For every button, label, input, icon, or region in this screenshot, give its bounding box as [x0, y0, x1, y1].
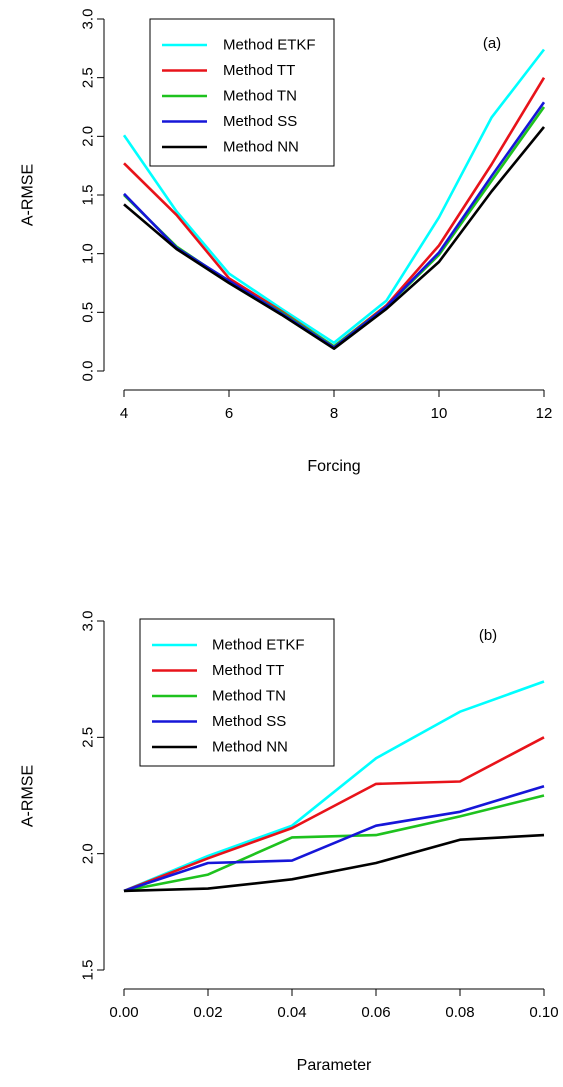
- y-axis-title: A-RMSE: [20, 765, 37, 827]
- series-line-tt: [123, 736, 545, 893]
- x-tick-label: 0.08: [445, 1004, 474, 1021]
- y-tick-label: 0.5: [80, 302, 97, 323]
- chart-panel-b: 0.00 0.02 0.04 0.06 0.08 0.10 1.5 2.0 2.5 3.0 Para…: [20, 611, 559, 1074]
- y-tick-label: 3.0: [80, 611, 97, 632]
- y-axis-title: A-RMSE: [20, 164, 37, 226]
- legend-label: Method TN: [212, 688, 286, 705]
- x-tick-label: 0.02: [193, 1004, 222, 1021]
- x-tick-label: 4: [120, 405, 128, 422]
- legend-label: Method NN: [223, 139, 299, 156]
- series-line-ss: [123, 784, 545, 893]
- y-tick-label: 0.0: [80, 361, 97, 382]
- legend: Method ETKF Method TT Method TN Method SS Me…: [139, 618, 335, 767]
- y-tick-label: 2.0: [80, 126, 97, 147]
- legend-label: Method ETKF: [212, 637, 305, 654]
- x-tick-label: 0.06: [361, 1004, 390, 1021]
- legend-label: Method TT: [223, 62, 295, 79]
- y-tick-label: 1.5: [80, 960, 97, 981]
- legend: Method ETKF Method TT Method TN Method SS Me…: [149, 18, 335, 167]
- legend-label: Method ETKF: [223, 37, 316, 54]
- legend-label: Method SS: [223, 113, 297, 130]
- x-axis: 0.00 0.02 0.04 0.06 0.08 0.10: [109, 988, 559, 1021]
- legend-label: Method TN: [223, 88, 297, 105]
- y-tick-label: 2.0: [80, 843, 97, 864]
- series-group: [122, 48, 546, 351]
- x-tick-label: 0.10: [529, 1004, 558, 1021]
- x-tick-label: 8: [330, 405, 338, 422]
- y-tick-label: 2.5: [80, 727, 97, 748]
- y-tick-label: 1.0: [80, 243, 97, 264]
- legend-label: Method NN: [212, 739, 288, 756]
- x-tick-label: 10: [431, 405, 448, 422]
- chart-panel-a: 4 6 8 10 12 0.0 0.5 1.0 1.5 2.0 2.5 3.0 Forcing A-RMS…: [20, 9, 553, 475]
- x-axis-title: Forcing: [307, 458, 360, 475]
- x-tick-label: 6: [225, 405, 233, 422]
- x-tick-label: 12: [536, 405, 553, 422]
- y-axis: 0.0 0.5 1.0 1.5 2.0 2.5 3.0: [80, 9, 105, 382]
- series-line-tn: [123, 794, 545, 893]
- y-tick-label: 2.5: [80, 67, 97, 88]
- x-tick-label: 0.00: [109, 1004, 138, 1021]
- series-line-etkf: [122, 48, 546, 345]
- series-line-nn: [123, 833, 545, 893]
- panel-tag: (b): [479, 627, 497, 644]
- legend-label: Method TT: [212, 662, 284, 679]
- panel-tag: (a): [483, 35, 501, 52]
- y-tick-label: 1.5: [80, 185, 97, 206]
- legend-label: Method SS: [212, 713, 286, 730]
- y-axis: 1.5 2.0 2.5 3.0: [80, 611, 105, 981]
- x-tick-label: 0.04: [277, 1004, 306, 1021]
- y-tick-label: 3.0: [80, 9, 97, 30]
- series-line-etkf: [123, 680, 545, 893]
- series-line-nn: [123, 126, 546, 351]
- x-axis: 4 6 8 10 12: [120, 389, 553, 422]
- series-group: [123, 680, 545, 893]
- legend-box: [149, 18, 335, 167]
- legend-box: [139, 618, 335, 767]
- x-axis-title: Parameter: [297, 1057, 372, 1074]
